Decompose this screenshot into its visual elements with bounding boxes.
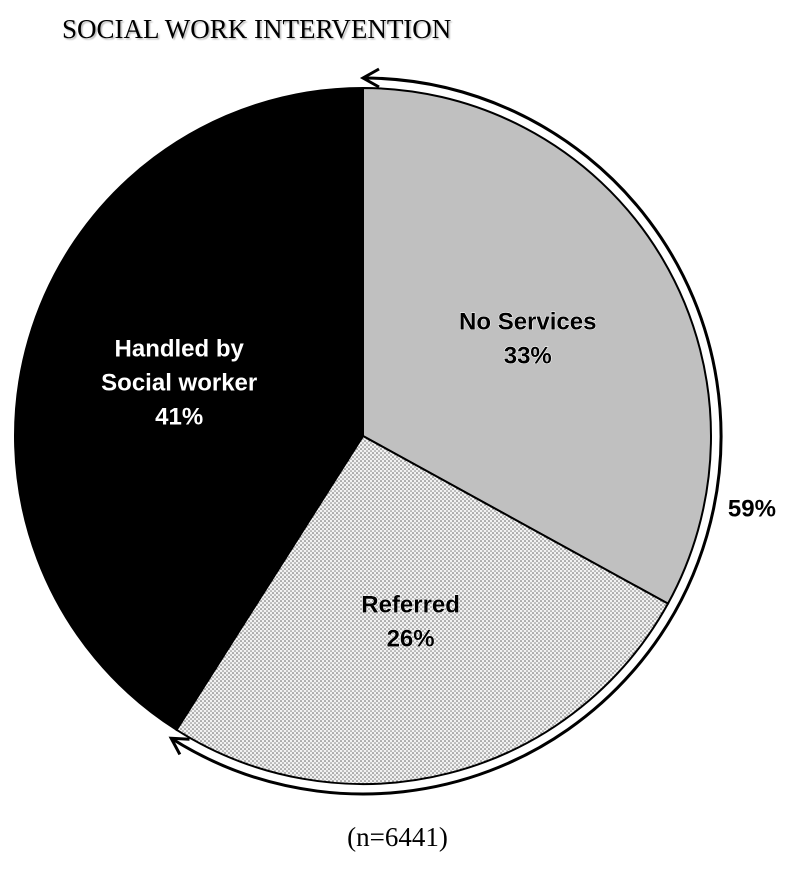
chart-title: SOCIAL WORK INTERVENTION <box>62 14 452 44</box>
bracket-arc <box>170 76 723 796</box>
slice-label-handled-by-social-worker: Handled by Social worker 41% <box>101 336 257 431</box>
pie-slice-handled-by-social-worker <box>14 86 364 732</box>
slice-label-no-services: No Services 33% <box>459 309 596 370</box>
sample-size-note: (n=6441) <box>347 822 448 852</box>
percentage-bracket: 59% <box>168 67 776 796</box>
pie-slices <box>14 86 712 785</box>
bracket-percentage-label: 59% <box>728 495 776 522</box>
pie-slice-labels: No Services 33% Referred 26% Handled by Socia… <box>101 308 597 653</box>
bracket-arrowhead-end <box>168 736 190 756</box>
slice-label-referred: Referred 26% <box>361 591 460 652</box>
pie-slice-no-services <box>362 86 712 606</box>
pie-slice-referred <box>175 434 670 785</box>
bracket-arrowhead-start <box>359 67 380 89</box>
